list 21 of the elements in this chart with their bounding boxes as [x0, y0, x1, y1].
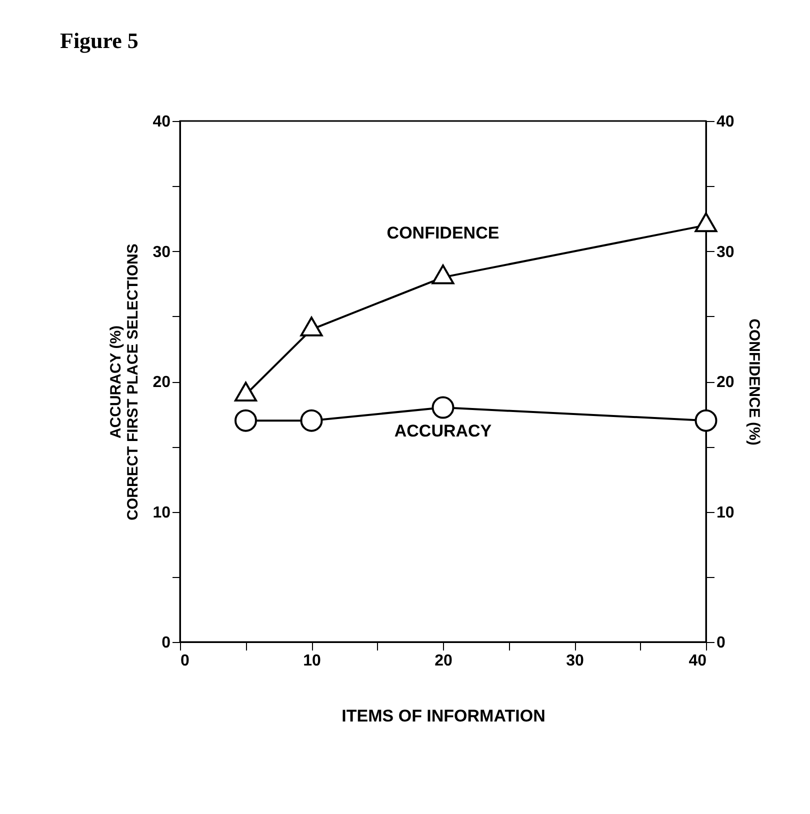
y-tick-label: 40 — [152, 114, 171, 130]
y2-tick-label: 20 — [716, 374, 734, 391]
series-label: CONFIDENCE — [386, 223, 500, 242]
x-tick-label: 0 — [180, 652, 190, 670]
x-tick-label: 10 — [303, 652, 321, 670]
x-axis-title: ITEMS OF INFORMATION — [342, 706, 546, 726]
y-tick-label: 30 — [152, 244, 171, 261]
x-tick-label: 30 — [566, 652, 584, 670]
chart-title: Figure 5 — [60, 28, 138, 53]
y2-tick-label: 10 — [716, 504, 734, 522]
x-tick-label: 40 — [688, 652, 707, 670]
y2-axis-title: CONFIDENCE (%) — [745, 318, 762, 446]
y-tick-label: 0 — [162, 634, 171, 652]
y2-tick-label: 0 — [716, 634, 726, 652]
y-tick-label: 10 — [152, 504, 171, 522]
x-tick-label: 20 — [434, 652, 452, 670]
y2-tick-label: 30 — [716, 244, 734, 261]
y-axis-title: ACCURACY (%) CORRECT FIRST PLACE SELECTIONS — [108, 244, 142, 520]
y-tick-label: 20 — [152, 374, 171, 391]
series-label: ACCURACY — [394, 422, 492, 441]
y2-tick-label: 40 — [716, 114, 734, 130]
